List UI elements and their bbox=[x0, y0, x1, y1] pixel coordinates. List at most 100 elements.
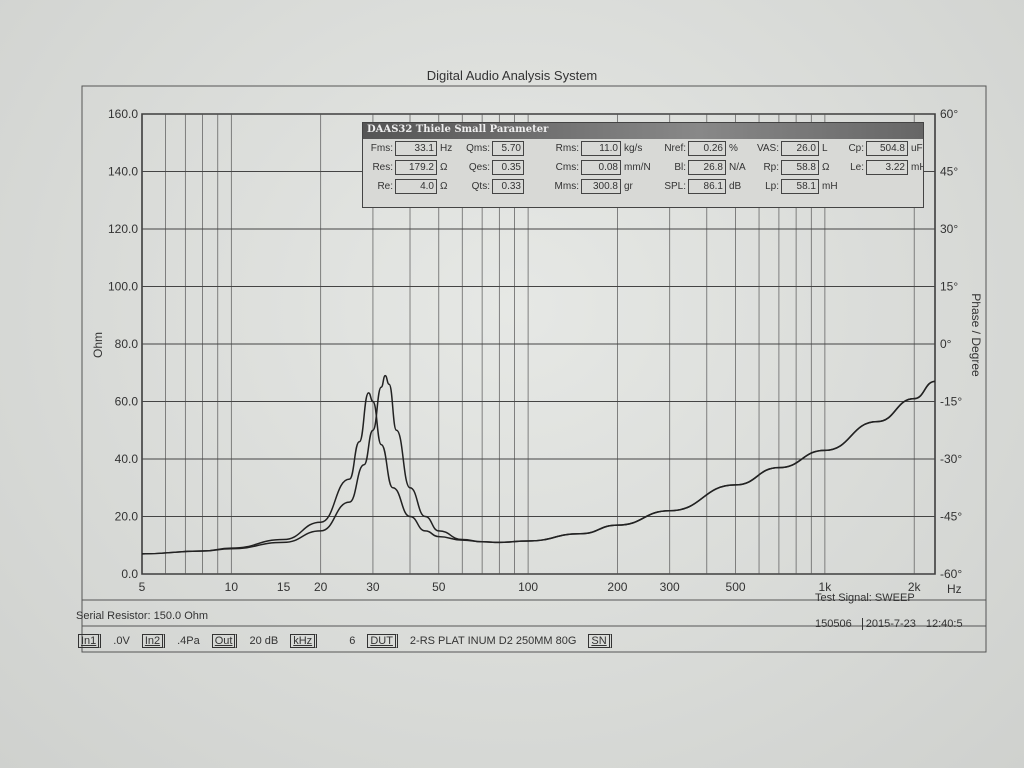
page-title: Digital Audio Analysis System bbox=[426, 68, 598, 83]
dut-button[interactable]: DUT bbox=[367, 634, 398, 648]
y-tick-label: 60.0 bbox=[115, 395, 139, 409]
x-tick-label: 10 bbox=[225, 580, 239, 594]
test-signal: Test Signal: SWEEP bbox=[815, 592, 915, 604]
voltage-value: .0V bbox=[113, 635, 130, 647]
y2-axis-label: Phase / Degree bbox=[969, 293, 983, 377]
param-label: VAS: bbox=[756, 143, 779, 154]
khz-button[interactable]: kHz bbox=[290, 634, 318, 648]
param-label: Rms: bbox=[555, 143, 579, 154]
param-value: 4.0 bbox=[395, 179, 437, 194]
param-value: 0.33 bbox=[492, 179, 524, 194]
param-value: 0.26 bbox=[688, 141, 726, 156]
param-value: 26.0 bbox=[781, 141, 819, 156]
x-tick-label: 100 bbox=[518, 580, 538, 594]
panel-title: DAAS32 Thiele Small Parameter bbox=[363, 123, 923, 139]
param-value: 3.22 bbox=[866, 160, 908, 175]
x-tick-label: 300 bbox=[660, 580, 680, 594]
db-value: 20 dB bbox=[249, 635, 279, 647]
y-tick-label: 140.0 bbox=[108, 165, 138, 179]
in2-button[interactable]: In2 bbox=[141, 634, 166, 648]
time: 12:40:5 bbox=[925, 618, 963, 630]
param-label: Cp: bbox=[848, 143, 864, 154]
param-unit: Ω bbox=[440, 181, 448, 192]
x-tick-label: 2k bbox=[908, 580, 922, 594]
param-unit: L bbox=[822, 143, 828, 154]
x-tick-label: 50 bbox=[432, 580, 446, 594]
param-label: Fms: bbox=[370, 143, 393, 154]
param-value: 11.0 bbox=[581, 141, 621, 156]
param-label: Qms: bbox=[466, 143, 490, 154]
out-button[interactable]: Out bbox=[211, 634, 238, 648]
dut-name: 2-RS PLAT INUM D2 250MM 80G bbox=[409, 635, 577, 647]
ts-rows: Fms: 33.1 Hz Qms: 5.70 Rms: 11.0 kg/s Nref: 0.26%… bbox=[363, 139, 923, 196]
timestamp: 150506 2015-7-23 12:40:5 bbox=[815, 618, 963, 630]
impedance-curve-2 bbox=[141, 380, 936, 555]
sn-button[interactable]: SN bbox=[588, 634, 612, 648]
y-tick-label: 0.0 bbox=[121, 567, 138, 581]
param-value: 0.35 bbox=[492, 160, 524, 175]
status-bar: In1 .0V In2 .4Pa Out 20 dB kHz 6 DUT 2-R… bbox=[78, 634, 612, 648]
param-unit: % bbox=[729, 143, 738, 154]
param-unit: uF bbox=[911, 143, 923, 154]
y2-tick-label: 30° bbox=[940, 222, 958, 236]
param-label: Rp: bbox=[763, 162, 779, 173]
x-tick-label: 1k bbox=[819, 580, 833, 594]
param-unit: kg/s bbox=[624, 143, 643, 154]
y-tick-label: 100.0 bbox=[108, 280, 138, 294]
param-label: Cms: bbox=[555, 162, 579, 173]
param-value: 5.70 bbox=[492, 141, 524, 156]
param-label: Lp: bbox=[765, 181, 779, 192]
impedance-curve-1 bbox=[141, 374, 936, 555]
y2-tick-label: 0° bbox=[940, 337, 952, 351]
param-label: Bl: bbox=[674, 162, 686, 173]
x-axis-label: Hz bbox=[947, 582, 962, 596]
param-unit: gr bbox=[624, 181, 633, 192]
param-unit: mm/N bbox=[624, 162, 651, 173]
x-tick-label: 30 bbox=[366, 580, 380, 594]
y2-tick-label: -45° bbox=[940, 510, 962, 524]
y-tick-label: 160.0 bbox=[108, 107, 138, 121]
y2-tick-label: -60° bbox=[940, 567, 962, 581]
param-label: Re: bbox=[377, 181, 393, 192]
param-value: 86.1 bbox=[688, 179, 726, 194]
y2-tick-label: 45° bbox=[940, 165, 958, 179]
y-tick-label: 40.0 bbox=[115, 452, 139, 466]
x-tick-label: 15 bbox=[277, 580, 291, 594]
param-label: Qes: bbox=[468, 162, 490, 173]
param-label: Res: bbox=[372, 162, 393, 173]
date: 2015-7-23 bbox=[861, 618, 916, 630]
x-tick-label: 200 bbox=[607, 580, 627, 594]
x-tick-label: 500 bbox=[726, 580, 746, 594]
serial-number: 150506 bbox=[815, 618, 852, 630]
param-unit: mH bbox=[911, 162, 923, 173]
param-label: Qts: bbox=[471, 181, 490, 192]
ts-row: Re: 4.0 Ω Qts: 0.33 Mms: 300.8 gr SPL: 86.1 dB Lp: 5… bbox=[363, 177, 923, 196]
thiele-small-panel: DAAS32 Thiele Small Parameter Fms: 33.1 Hz… bbox=[362, 122, 924, 208]
y-axis-label: Ohm bbox=[91, 332, 105, 358]
in1-button[interactable]: In1 bbox=[78, 634, 102, 648]
param-unit: Ω bbox=[440, 162, 448, 173]
param-value: 179.2 bbox=[395, 160, 437, 175]
y-tick-label: 120.0 bbox=[108, 222, 138, 236]
outer-frame bbox=[81, 85, 987, 653]
x-tick-label: 20 bbox=[314, 580, 328, 594]
y-tick-label: 20.0 bbox=[115, 510, 139, 524]
six-value: 6 bbox=[349, 635, 356, 647]
param-value: 58.8 bbox=[781, 160, 819, 175]
param-value: 26.8 bbox=[688, 160, 726, 175]
pressure-value: .4Pa bbox=[177, 635, 200, 647]
y2-tick-label: 60° bbox=[940, 107, 958, 121]
param-label: Le: bbox=[850, 162, 864, 173]
ts-row: Res: 179.2 Ω Qes: 0.35 Cms: 0.08 mm/N Bl: 26.8 N/A… bbox=[363, 158, 923, 177]
serial-resistor: Serial Resistor: 150.0 Ohm bbox=[76, 610, 209, 622]
param-unit: N/A bbox=[729, 162, 746, 173]
param-label: Nref: bbox=[664, 143, 686, 154]
param-value: 300.8 bbox=[581, 179, 621, 194]
param-label: Mms: bbox=[554, 181, 579, 192]
param-value: 33.1 bbox=[395, 141, 437, 156]
x-tick-label: 5 bbox=[139, 580, 146, 594]
y2-tick-label: 15° bbox=[940, 280, 958, 294]
param-label: SPL: bbox=[664, 181, 686, 192]
y2-tick-label: -15° bbox=[940, 395, 962, 409]
